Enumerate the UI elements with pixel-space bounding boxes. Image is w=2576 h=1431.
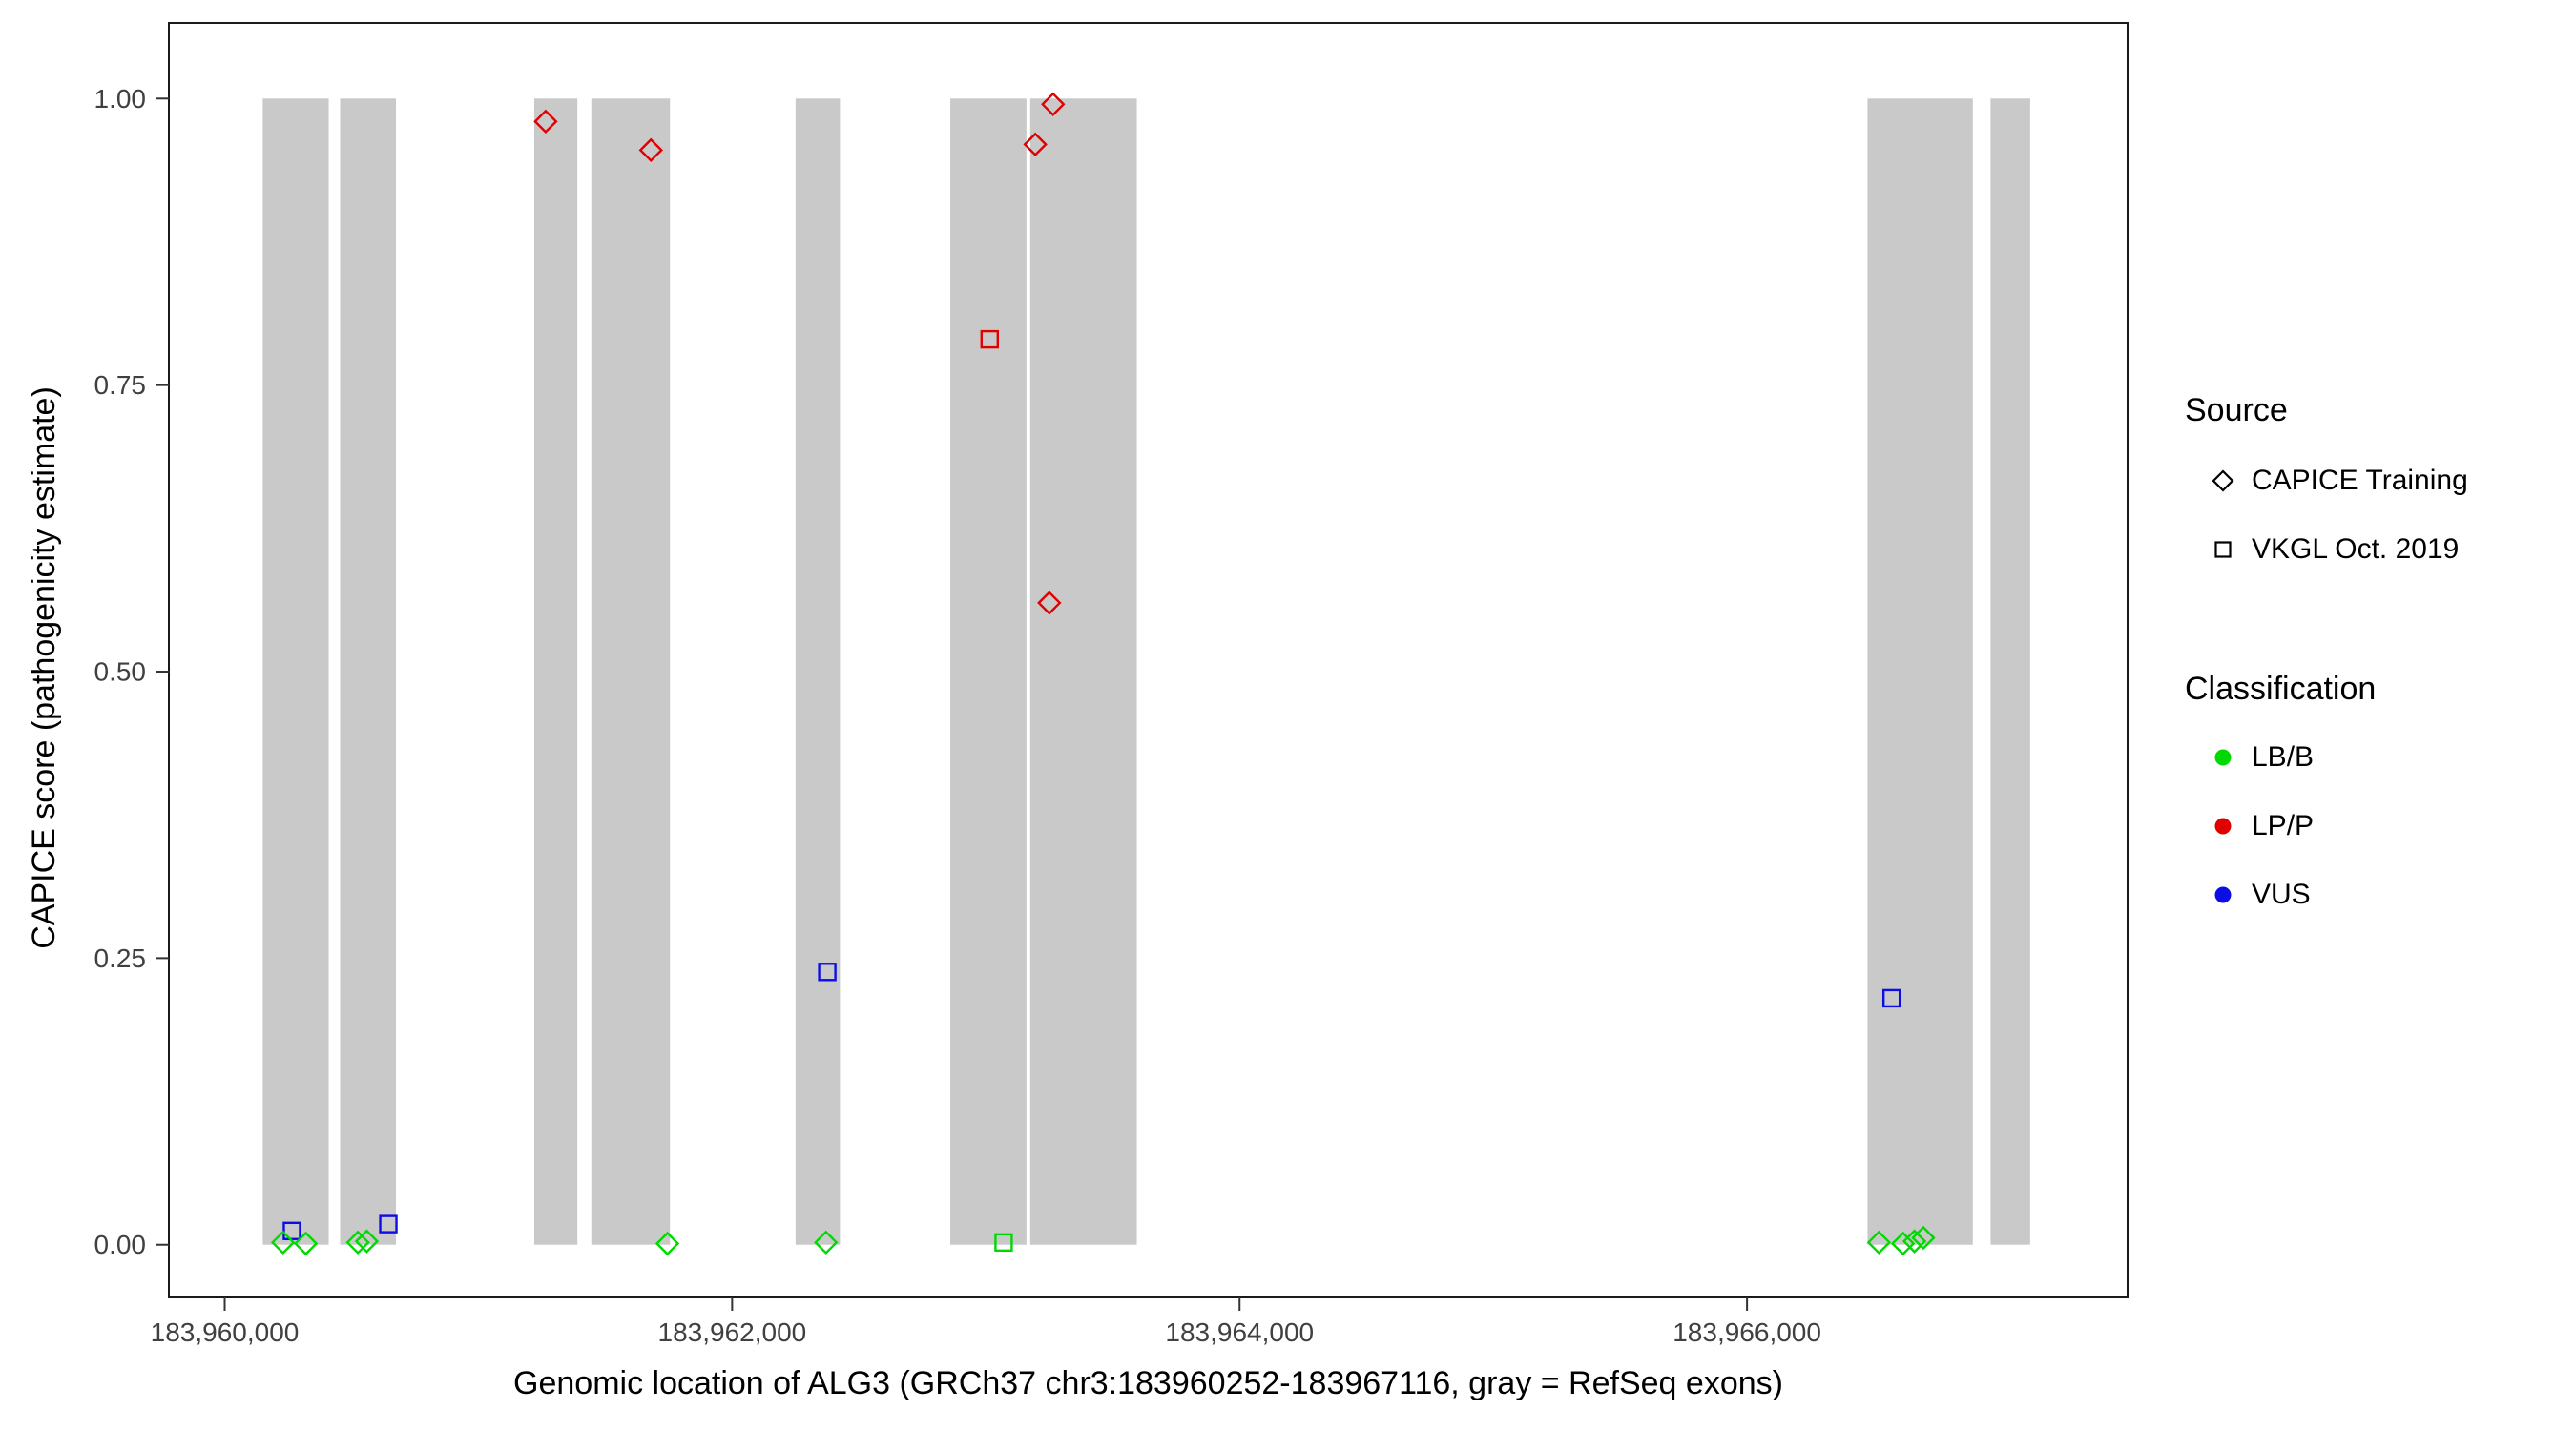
data-point-diamond — [345, 1230, 370, 1255]
legend-item-label: VKGL Oct. 2019 — [2252, 533, 2460, 565]
y-tick-label: 0.75 — [94, 370, 147, 400]
lbb-color-dot-icon — [2214, 749, 2232, 766]
legend-item-vus: VUS — [2185, 866, 2311, 923]
data-point-diamond — [638, 137, 663, 163]
y-tick-label: 1.00 — [94, 84, 147, 114]
data-point-diamond — [1901, 1229, 1927, 1254]
y-tick-label: 0.00 — [94, 1230, 147, 1259]
data-point-diamond — [654, 1231, 680, 1256]
data-point-diamond — [1023, 132, 1048, 157]
exon-rect — [262, 98, 329, 1245]
diamond-icon — [2212, 469, 2234, 492]
x-tick-label: 183,962,000 — [658, 1317, 807, 1347]
y-tick-label: 0.25 — [94, 944, 147, 973]
data-point-diamond — [1911, 1225, 1936, 1251]
exon-rect — [795, 98, 841, 1245]
legend-item-capice-training: CAPICE Training — [2185, 452, 2468, 509]
x-tick-label: 183,964,000 — [1165, 1317, 1314, 1347]
exon-rect — [591, 98, 671, 1245]
legend-item-label: CAPICE Training — [2252, 465, 2468, 496]
legend-item-lpp: LP/P — [2185, 798, 2314, 855]
legend-item-label: LP/P — [2252, 810, 2315, 841]
x-axis-title: Genomic location of ALG3 (GRCh37 chr3:18… — [513, 1365, 1783, 1401]
data-point-diamond — [1041, 92, 1066, 116]
data-point-diamond — [814, 1230, 839, 1255]
legend: Source CAPICE Training VKGL Oct. 2019 Cl… — [2185, 389, 2566, 943]
x-tick-label: 183,960,000 — [151, 1317, 300, 1347]
legend-item-vkgl: VKGL Oct. 2019 — [2185, 521, 2459, 578]
data-point-square — [818, 963, 837, 982]
legend-item-label: LB/B — [2252, 741, 2315, 773]
data-point-diamond — [1037, 591, 1062, 615]
data-point-diamond — [533, 109, 558, 135]
lpp-color-dot-icon — [2214, 818, 2232, 835]
data-point-diamond — [1866, 1230, 1892, 1255]
legend-classification-title: Classification — [2185, 671, 2377, 707]
square-icon — [2214, 541, 2232, 558]
exon-rect — [1867, 98, 1973, 1245]
data-point-diamond — [1890, 1231, 1916, 1256]
y-tick-label: 0.50 — [94, 657, 147, 687]
legend-item-lbb: LB/B — [2185, 729, 2314, 786]
data-point-diamond — [354, 1229, 380, 1254]
exon-rect — [340, 98, 397, 1245]
data-point-square — [1881, 988, 1901, 1008]
legend-source-title: Source — [2185, 392, 2288, 428]
data-point-square — [282, 1221, 301, 1241]
panel-border — [168, 22, 2129, 1298]
vus-color-dot-icon — [2214, 886, 2232, 903]
data-point-square — [994, 1233, 1013, 1253]
y-axis-title: CAPICE score (pathogenicity estimate) — [26, 386, 62, 949]
data-point-diamond — [293, 1231, 319, 1256]
data-point-diamond — [270, 1230, 296, 1255]
exon-rect — [950, 98, 1027, 1245]
exon-rect — [1990, 98, 2030, 1245]
exon-rect — [1029, 98, 1137, 1245]
x-tick-label: 183,966,000 — [1672, 1317, 1821, 1347]
data-point-square — [379, 1214, 398, 1234]
legend-item-label: VUS — [2252, 879, 2311, 910]
exon-rect — [533, 98, 578, 1245]
data-point-square — [980, 329, 999, 349]
